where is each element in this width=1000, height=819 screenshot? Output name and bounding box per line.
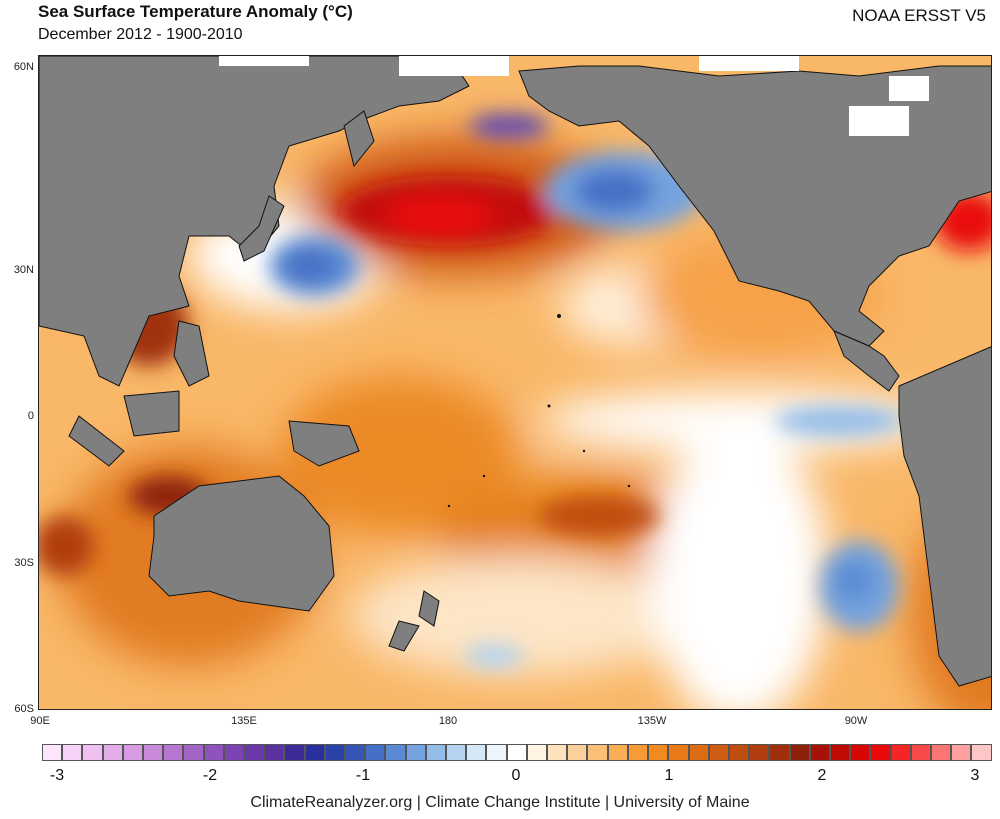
colorbar <box>42 744 992 761</box>
colorbar-cell <box>567 744 588 761</box>
colorbar-cell <box>42 744 63 761</box>
colorbar-cell <box>547 744 568 761</box>
colorbar-cell <box>446 744 467 761</box>
map-title: Sea Surface Temperature Anomaly (°C) <box>38 2 353 21</box>
south-america-land <box>898 346 991 687</box>
colorbar-cell <box>62 744 83 761</box>
colorbar-cell <box>466 744 487 761</box>
colorbar-cell <box>627 744 649 761</box>
map-canvas <box>39 56 991 709</box>
colorbar-cell <box>930 744 952 761</box>
colorbar-cell <box>223 744 245 761</box>
lat-tick-60n: 60N <box>13 61 34 73</box>
lon-tick-90w: 90W <box>844 715 868 727</box>
colorbar-cell <box>425 744 447 761</box>
colorbar-cell <box>264 744 285 761</box>
lat-tick-equator: 0 <box>27 410 34 422</box>
colorbar-cell <box>163 744 184 761</box>
nz-south-island <box>388 620 420 652</box>
lon-tick-135e: 135E <box>231 715 257 727</box>
japan-land <box>238 195 285 262</box>
colorbar-cell <box>122 744 144 761</box>
colorbar-label-pos3: 3 <box>970 767 980 784</box>
colorbar-label-pos1: 1 <box>664 767 674 784</box>
nz-north-island <box>418 590 440 627</box>
colorbar-cell <box>143 744 164 761</box>
australia-land <box>148 475 335 612</box>
colorbar-cell <box>102 744 123 761</box>
sst-anomaly-map[interactable] <box>38 55 992 710</box>
borneo-land <box>123 390 180 437</box>
colorbar-cell <box>971 744 992 761</box>
colorbar-cell <box>506 744 527 761</box>
credits-footer: ClimateReanalyzer.org | Climate Change I… <box>250 794 750 811</box>
colorbar-cell <box>385 744 406 761</box>
sumatra-land <box>68 415 125 467</box>
colorbar-cell <box>607 744 628 761</box>
colorbar-cell <box>910 744 931 761</box>
colorbar-label-zero: 0 <box>511 767 521 784</box>
colorbar-cell <box>890 744 911 761</box>
colorbar-cell <box>82 744 103 761</box>
no-data-areas <box>219 56 929 136</box>
colorbar-label-neg3: -3 <box>49 767 65 784</box>
lat-tick-60s: 60S <box>14 703 34 715</box>
colorbar-label-pos2: 2 <box>817 767 827 784</box>
dataset-label: NOAA ERSST V5 <box>852 6 986 25</box>
colorbar-cell <box>526 744 548 761</box>
colorbar-cell <box>769 744 790 761</box>
colorbar-cell <box>304 744 325 761</box>
map-subtitle: December 2012 - 1900-2010 <box>38 26 243 43</box>
colorbar-cell <box>345 744 366 761</box>
colorbar-label-neg1: -1 <box>355 767 371 784</box>
colorbar-cell <box>668 744 689 761</box>
lat-tick-30n: 30N <box>13 264 34 276</box>
colorbar-cell <box>951 744 972 761</box>
colorbar-cell <box>183 744 204 761</box>
colorbar-cell <box>749 744 770 761</box>
lon-tick-180: 180 <box>438 715 458 727</box>
islands <box>447 314 631 508</box>
lat-tick-30s: 30S <box>14 557 34 569</box>
colorbar-cell <box>405 744 426 761</box>
colorbar-cell <box>365 744 386 761</box>
colorbar-cell <box>728 744 750 761</box>
colorbar-cell <box>324 744 346 761</box>
lon-tick-90e: 90E <box>30 715 50 727</box>
colorbar-cell <box>203 744 224 761</box>
lon-tick-135w: 135W <box>637 715 667 727</box>
colorbar-cell <box>587 744 608 761</box>
colorbar-cell <box>809 744 830 761</box>
colorbar-cell <box>688 744 709 761</box>
colorbar-cell <box>486 744 507 761</box>
colorbar-cell <box>708 744 729 761</box>
colorbar-label-neg2: -2 <box>202 767 218 784</box>
colorbar-cell <box>648 744 669 761</box>
colorbar-cell <box>284 744 305 761</box>
colorbar-cell <box>870 744 891 761</box>
colorbar-cell <box>789 744 810 761</box>
philippines-land <box>173 320 210 387</box>
colorbar-cell <box>829 744 851 761</box>
central-america-land <box>833 330 900 392</box>
colorbar-cell <box>244 744 265 761</box>
kamchatka-land <box>343 110 375 168</box>
new-guinea-land <box>288 420 360 467</box>
colorbar-cell <box>850 744 871 761</box>
